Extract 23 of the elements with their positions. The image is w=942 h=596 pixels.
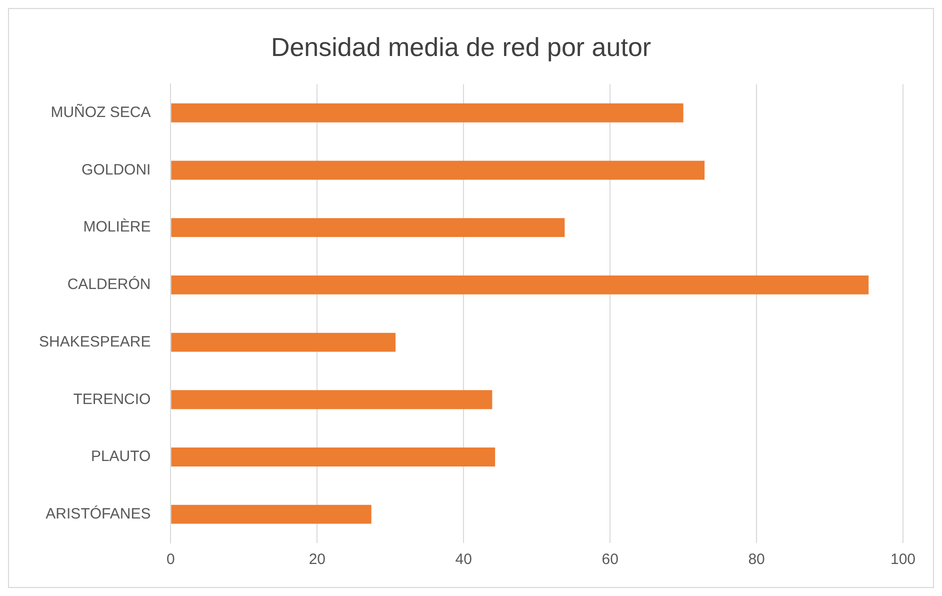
chart-title: Densidad media de red por autor	[270, 32, 652, 62]
y-tick-label: PLAUTO	[90, 448, 151, 466]
y-tick-label: SHAKESPEARE	[38, 333, 151, 350]
y-tick-label: CALDERÓN	[67, 275, 151, 294]
bar	[171, 275, 869, 294]
bar	[171, 504, 372, 524]
bar	[171, 160, 705, 180]
x-tick-label: 40	[455, 551, 472, 568]
x-tick-label: 60	[602, 551, 618, 568]
y-tick-label: MOLIÈRE	[83, 218, 151, 236]
bar	[171, 448, 496, 466]
y-tick-label: ARISTÓFANES	[46, 504, 151, 522]
bar	[171, 332, 396, 352]
bar	[171, 103, 684, 122]
x-tick-label: 100	[890, 551, 916, 568]
bar	[171, 218, 565, 238]
y-tick-label: TERENCIO	[73, 390, 151, 408]
x-tick-label: 0	[166, 551, 175, 568]
x-tick-label: 20	[308, 551, 326, 568]
y-tick-label: MUÑOZ SECA	[50, 103, 151, 122]
bar	[171, 390, 492, 410]
x-tick-label: 80	[748, 551, 765, 568]
y-tick-label: GOLDONI	[82, 161, 151, 178]
